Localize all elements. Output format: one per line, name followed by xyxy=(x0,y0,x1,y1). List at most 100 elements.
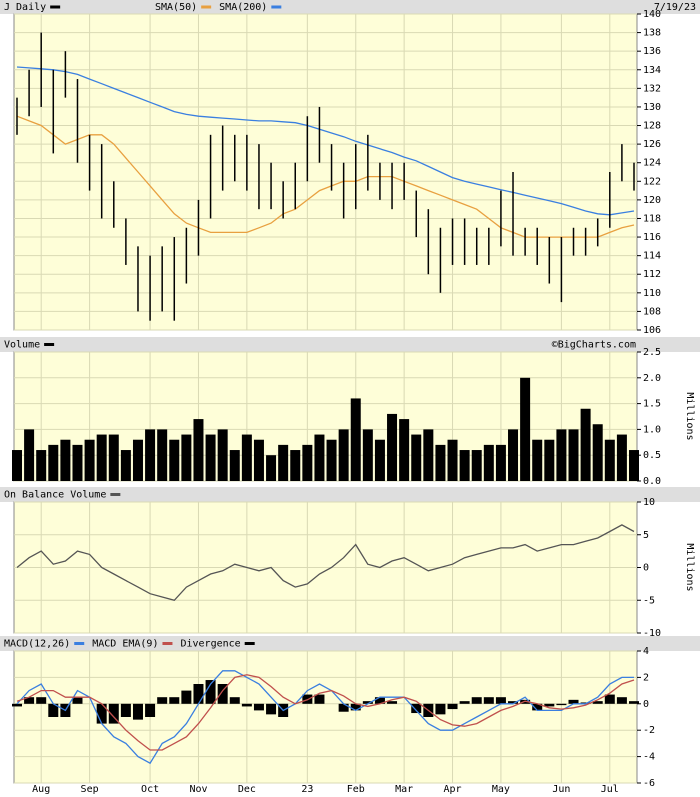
divergence-bar xyxy=(229,697,240,704)
legend-label: Volume xyxy=(4,340,40,351)
y-tick-label: -6 xyxy=(643,778,655,789)
y-tick-label: 132 xyxy=(643,83,661,94)
divergence-bar xyxy=(362,701,373,704)
y-tick-label: 128 xyxy=(643,121,661,132)
volume-bar xyxy=(532,439,543,481)
y-tick-label: 116 xyxy=(643,232,661,243)
volume-bar xyxy=(495,444,506,481)
divergence-bar xyxy=(495,697,506,704)
volume-bar xyxy=(302,444,313,481)
y-tick-label: 0 xyxy=(643,563,649,574)
y-tick-label: 118 xyxy=(643,213,661,224)
y-tick-label: 138 xyxy=(643,28,661,39)
y-tick-label: 4 xyxy=(643,646,649,657)
plot-area xyxy=(13,351,638,482)
volume-bar xyxy=(423,429,434,481)
panel-header xyxy=(0,636,700,651)
volume-bar xyxy=(157,429,168,481)
legend-label: SMA(50) xyxy=(155,2,197,13)
panel-header xyxy=(0,487,700,502)
divergence-bar xyxy=(12,703,22,707)
divergence-bar xyxy=(459,701,470,704)
y-tick-label: -4 xyxy=(643,752,655,763)
divergence-bar xyxy=(629,701,639,704)
volume-bar xyxy=(616,434,627,481)
legend-label: J Daily xyxy=(4,2,46,13)
volume-bar xyxy=(508,429,519,481)
macd-line xyxy=(16,674,635,751)
volume-bar xyxy=(169,439,180,481)
volume-bar xyxy=(278,444,289,481)
volume-bar xyxy=(338,429,349,481)
divergence-bar xyxy=(48,703,59,717)
y-tick-label: 106 xyxy=(643,325,661,336)
panel-header xyxy=(0,337,700,352)
divergence-bar xyxy=(145,703,156,717)
plot-area xyxy=(13,13,638,331)
divergence-bar xyxy=(266,703,277,715)
divergence-bar xyxy=(169,697,180,704)
volume-bar xyxy=(435,444,446,481)
macd-line xyxy=(16,670,634,765)
divergence-bar xyxy=(568,699,579,704)
volume-bar xyxy=(241,434,252,481)
y-tick-label: 2.5 xyxy=(643,347,661,358)
x-tick-label: Dec xyxy=(238,784,256,795)
y-tick-label: 136 xyxy=(643,46,661,57)
volume-bar xyxy=(24,429,35,481)
y-tick-label: 134 xyxy=(643,65,661,76)
divergence-bar xyxy=(132,703,143,720)
divergence-bar xyxy=(205,680,216,704)
divergence-bar xyxy=(447,703,458,710)
divergence-bar xyxy=(544,703,555,707)
x-tick-label: Aug xyxy=(32,784,50,795)
divergence-bar xyxy=(604,694,615,704)
divergence-bar xyxy=(181,690,192,704)
volume-bar xyxy=(96,434,107,481)
y-tick-label: 0.5 xyxy=(643,450,661,461)
divergence-bar xyxy=(508,701,519,704)
y-tick-label: 110 xyxy=(643,288,661,299)
divergence-bar xyxy=(338,703,349,712)
y-tick-label: 126 xyxy=(643,139,661,150)
legend-label: MACD(12,26) xyxy=(4,639,70,650)
x-tick-label: Apr xyxy=(443,784,461,795)
x-tick-label: Jun xyxy=(552,784,570,795)
y-axis-label: Millions xyxy=(684,543,695,591)
y-tick-label: 5 xyxy=(643,530,649,541)
legend-label: Divergence xyxy=(180,639,240,650)
volume-bar xyxy=(84,439,95,481)
volume-bar xyxy=(72,444,83,481)
volume-bar xyxy=(205,434,216,481)
divergence-bar xyxy=(314,694,325,704)
y-tick-label: -5 xyxy=(643,595,655,606)
y-tick-label: 0 xyxy=(643,699,649,710)
y-tick-label: 10 xyxy=(643,497,655,508)
volume-bar xyxy=(399,419,410,481)
y-tick-label: 1.5 xyxy=(643,399,661,410)
divergence-bar xyxy=(96,703,107,724)
x-tick-label: Sep xyxy=(81,784,99,795)
panel-header xyxy=(0,0,700,14)
sma-line xyxy=(16,66,635,216)
volume-bar xyxy=(629,450,639,481)
x-tick-label: Mar xyxy=(395,784,413,795)
divergence-bar xyxy=(374,697,385,704)
divergence-bar xyxy=(387,701,398,704)
volume-bar xyxy=(556,429,567,481)
sma-line xyxy=(16,115,635,238)
source-label: ©BigCharts.com xyxy=(552,340,636,351)
volume-bar xyxy=(181,434,192,481)
divergence-bar xyxy=(556,703,567,706)
divergence-bar xyxy=(217,684,228,704)
volume-bar xyxy=(108,434,119,481)
volume-bar xyxy=(387,413,398,481)
y-axis-label: Millions xyxy=(684,392,695,440)
divergence-bar xyxy=(72,697,83,704)
volume-bar xyxy=(544,439,555,481)
y-tick-label: 140 xyxy=(643,9,661,20)
y-tick-label: 2.0 xyxy=(643,373,661,384)
volume-bar xyxy=(362,429,373,481)
